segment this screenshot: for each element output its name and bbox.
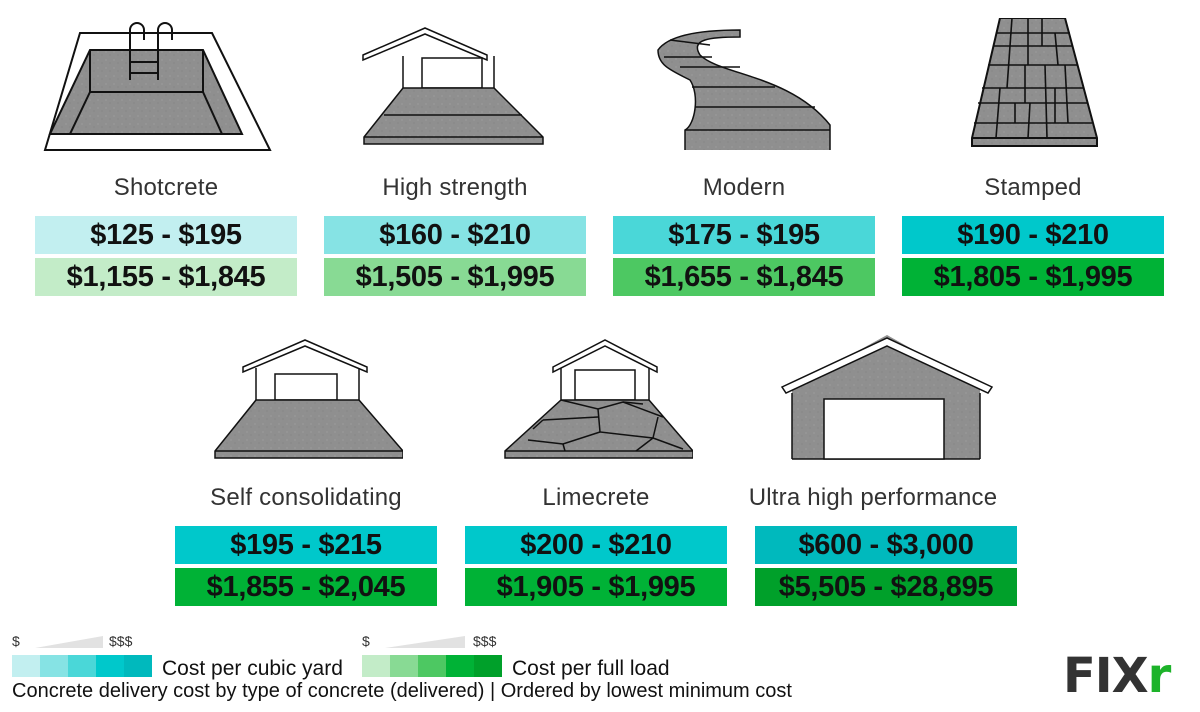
legend-high-label: $$$ — [109, 633, 133, 649]
driveway-icon — [214, 339, 403, 459]
legend-swatch — [390, 655, 418, 677]
card-title: High strength — [382, 174, 528, 201]
legend-swatch — [40, 655, 68, 677]
curved-path-icon — [657, 29, 831, 150]
full-load-cost: $1,505 - $1,995 — [324, 258, 586, 296]
chart-caption: Concrete delivery cost by type of concre… — [12, 680, 792, 702]
legend-swatch — [362, 655, 390, 677]
legend-swatch — [418, 655, 446, 677]
flagstone-driveway-icon — [504, 339, 693, 459]
card-title: Self consolidating — [210, 484, 402, 511]
legend-swatch — [12, 655, 40, 677]
cubic-yard-cost: $175 - $195 — [613, 216, 875, 254]
card-title: Ultra high performance — [748, 484, 998, 511]
full-load-cost: $1,155 - $1,845 — [35, 258, 297, 296]
logo-accent: r — [1147, 648, 1172, 704]
legend-swatch — [68, 655, 96, 677]
scale-wedge-icon — [35, 636, 103, 648]
legend-low-label: $ — [362, 633, 370, 649]
stamped-slab-icon — [971, 18, 1098, 147]
full-load-cost: $5,505 - $28,895 — [755, 568, 1017, 606]
logo-text: FIX — [1063, 648, 1149, 704]
cubic-yard-cost: $190 - $210 — [902, 216, 1164, 254]
card-title: Modern — [702, 174, 786, 201]
pool-icon — [43, 22, 272, 151]
cubic-yard-cost: $125 - $195 — [35, 216, 297, 254]
cubic-yard-cost: $160 - $210 — [324, 216, 586, 254]
full-load-cost: $1,905 - $1,995 — [465, 568, 727, 606]
garage-icon — [780, 335, 994, 460]
card-title: Shotcrete — [113, 174, 219, 201]
full-load-cost: $1,855 - $2,045 — [175, 568, 437, 606]
scale-wedge-icon — [385, 636, 465, 648]
cubic-yard-cost: $600 - $3,000 — [755, 526, 1017, 564]
fixr-logo: FIXr — [1063, 652, 1171, 700]
full-load-cost: $1,655 - $1,845 — [613, 258, 875, 296]
legend-swatch — [96, 655, 124, 677]
legend-label: Cost per cubic yard — [162, 657, 343, 680]
legend-low-label: $ — [12, 633, 20, 649]
driveway-icon — [362, 27, 544, 145]
cubic-yard-cost: $200 - $210 — [465, 526, 727, 564]
legend-high-label: $$$ — [473, 633, 497, 649]
full-load-cost: $1,805 - $1,995 — [902, 258, 1164, 296]
cubic-yard-cost: $195 - $215 — [175, 526, 437, 564]
legend-label: Cost per full load — [512, 657, 670, 680]
legend-swatch — [446, 655, 474, 677]
legend-swatch — [474, 655, 502, 677]
card-title: Stamped — [984, 174, 1082, 201]
legend-swatch — [124, 655, 152, 677]
card-title: Limecrete — [542, 484, 650, 511]
